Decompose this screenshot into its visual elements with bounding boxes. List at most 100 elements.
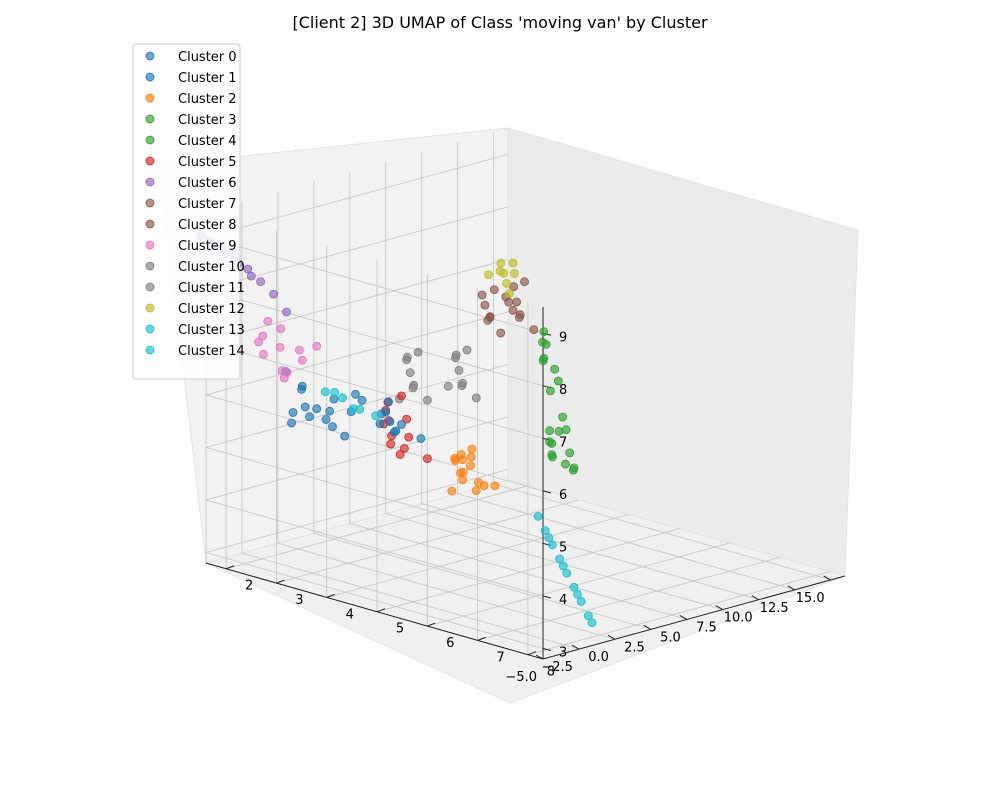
legend-marker xyxy=(145,219,155,229)
data-point xyxy=(263,316,273,326)
tick-mark xyxy=(607,634,616,640)
legend-label: Cluster 11 xyxy=(178,281,245,296)
legend-label: Cluster 14 xyxy=(178,344,245,359)
data-point xyxy=(458,467,468,477)
grid-line xyxy=(205,499,544,597)
legend-marker xyxy=(145,135,155,145)
tick-mark xyxy=(225,565,235,570)
data-point xyxy=(546,386,555,396)
legend-label: Cluster 5 xyxy=(178,155,237,170)
data-point xyxy=(258,331,268,341)
data-point xyxy=(246,271,256,281)
tick-label: 8 xyxy=(547,665,555,680)
grid-line xyxy=(457,493,795,591)
grid-line xyxy=(205,552,544,649)
data-point xyxy=(512,297,521,307)
data-point xyxy=(254,337,263,347)
data-point xyxy=(402,352,412,362)
tick-label: 5 xyxy=(559,540,567,555)
tick-mark xyxy=(427,622,436,627)
grid-line xyxy=(493,483,831,581)
tick-label: 8 xyxy=(559,383,567,398)
data-point xyxy=(312,341,322,351)
legend-label: Cluster 8 xyxy=(178,218,237,233)
axis-lines xyxy=(205,307,846,660)
data-point xyxy=(397,420,406,429)
tick-label: 10.0 xyxy=(724,611,753,626)
tick-mark xyxy=(376,608,386,613)
data-point xyxy=(547,450,557,460)
legend-label: Cluster 7 xyxy=(178,197,237,212)
data-point xyxy=(243,264,253,274)
data-point xyxy=(305,412,314,422)
data-point xyxy=(351,389,360,399)
data-point xyxy=(287,418,296,428)
data-point xyxy=(466,461,475,471)
data-point xyxy=(397,391,406,401)
data-point xyxy=(275,342,285,352)
data-point xyxy=(485,312,495,322)
data-point xyxy=(297,355,307,365)
data-point xyxy=(462,345,472,355)
data-point xyxy=(496,328,506,338)
data-point xyxy=(539,353,549,363)
tick-label: 6 xyxy=(446,636,454,651)
legend-marker xyxy=(145,282,155,292)
data-point xyxy=(312,404,322,414)
legend: Cluster 0 Cluster 1 Cluster 2 Cluster 3 Clus… xyxy=(132,43,245,380)
legend-marker xyxy=(145,240,155,250)
data-point xyxy=(416,434,426,443)
data-point xyxy=(477,290,487,300)
data-point xyxy=(405,368,415,378)
data-point xyxy=(256,277,266,287)
tick-mark xyxy=(715,605,724,611)
data-points xyxy=(196,231,597,628)
tick-label: 3 xyxy=(295,593,303,608)
data-point xyxy=(288,408,298,417)
data-point xyxy=(561,459,570,469)
tick-label: 5.0 xyxy=(660,630,681,645)
data-point xyxy=(504,297,514,307)
data-point xyxy=(276,324,286,334)
grid-line xyxy=(241,552,580,650)
data-point xyxy=(545,426,554,436)
tick-label: 3 xyxy=(559,645,567,660)
data-point xyxy=(282,367,292,377)
data-point xyxy=(515,310,525,320)
grid-line xyxy=(349,523,687,620)
grid-line xyxy=(205,153,509,238)
data-point xyxy=(454,365,464,375)
data-point xyxy=(320,387,330,397)
data-point xyxy=(502,278,511,288)
axes-panes xyxy=(158,127,859,704)
tick-mark xyxy=(535,654,544,660)
legend-marker xyxy=(145,261,155,271)
tick-labels: 15.012.510.07.55.02.50.0−2.5−5.023456783… xyxy=(245,330,825,685)
tick-mark xyxy=(527,651,537,656)
y-axis-line xyxy=(205,562,544,660)
data-point xyxy=(553,376,563,386)
tick-label: 7 xyxy=(496,650,504,665)
data-point xyxy=(484,270,493,280)
tick-label: 2.5 xyxy=(624,640,645,655)
tick-mark xyxy=(823,575,831,581)
data-point xyxy=(561,425,571,435)
tick-mark xyxy=(787,585,795,591)
tick-mark xyxy=(542,595,552,599)
legend-marker xyxy=(145,72,155,82)
data-point xyxy=(328,422,337,432)
tick-label: 12.5 xyxy=(760,601,789,616)
data-point xyxy=(510,269,519,278)
legend-label: Cluster 9 xyxy=(178,239,237,254)
data-point xyxy=(504,289,514,298)
tick-mark xyxy=(276,579,285,584)
tick-mark xyxy=(643,624,652,630)
legend-marker xyxy=(145,51,155,61)
data-point xyxy=(541,339,551,349)
grid-line xyxy=(205,258,509,343)
data-point xyxy=(558,561,568,571)
data-point xyxy=(473,477,483,487)
tick-label: 5 xyxy=(396,622,404,637)
grid-line xyxy=(205,446,544,544)
chart-title: [Client 2] 3D UMAP of Class 'moving van'… xyxy=(292,13,708,32)
